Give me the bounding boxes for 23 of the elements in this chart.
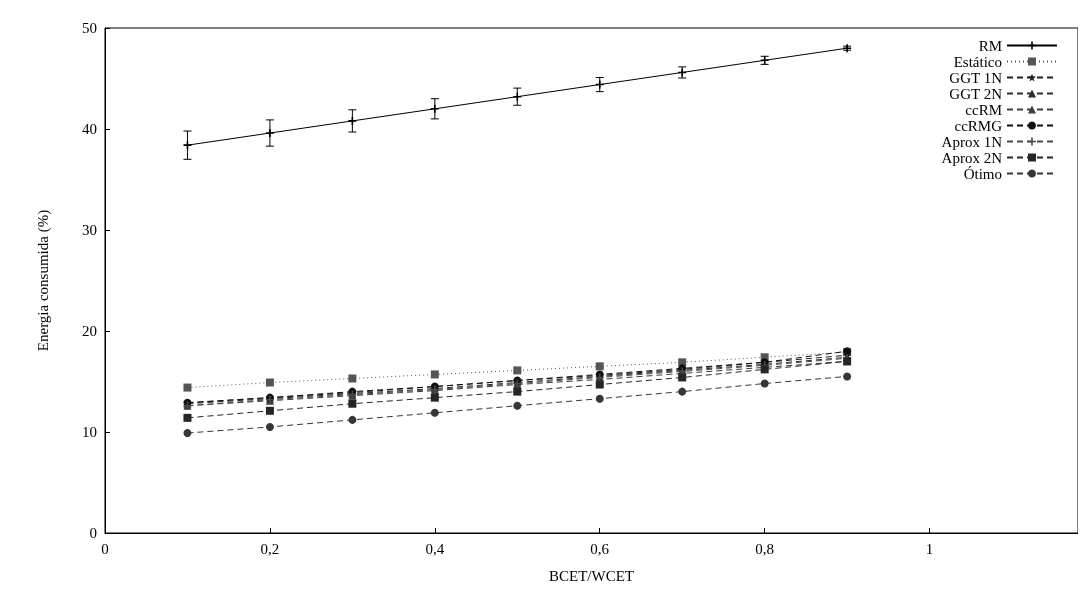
legend-label: GGT 2N <box>949 85 1003 102</box>
legend-label: Ótimo <box>963 165 1002 182</box>
y-tick-label: 50 <box>82 20 97 36</box>
y-tick-label: 0 <box>89 525 97 541</box>
legend-label: RM <box>978 37 1002 54</box>
x-tick-label: 1 <box>925 540 934 557</box>
legend-label: ccRMG <box>954 117 1003 134</box>
x-tick-label: 0,8 <box>755 540 775 557</box>
x-axis-title: BCET/WCET <box>549 567 634 584</box>
y-axis-title: Energia consumida (%) <box>34 209 52 352</box>
x-tick-label: 0,2 <box>260 540 280 557</box>
x-tick-label: 0 <box>101 540 109 557</box>
legend-label: GGT 1N <box>949 69 1003 86</box>
legend-label: Estático <box>953 53 1002 70</box>
legend-label: ccRM <box>965 101 1002 118</box>
y-tick-label: 10 <box>82 424 97 440</box>
y-tick-label: 40 <box>82 121 97 137</box>
legend-label: Aprox 2N <box>941 149 1003 166</box>
y-tick-label: 30 <box>82 222 97 238</box>
x-tick-label: 0,4 <box>425 540 445 557</box>
legend-label: Aprox 1N <box>941 133 1003 150</box>
x-tick-label: 0,6 <box>590 540 610 557</box>
y-tick-label: 20 <box>82 323 97 339</box>
